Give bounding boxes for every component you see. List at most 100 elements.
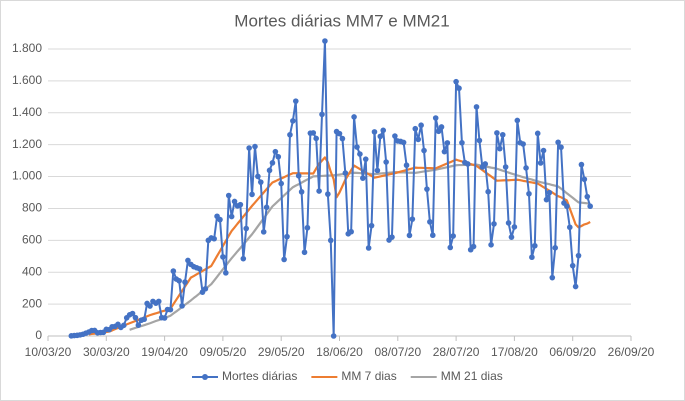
- data-point: [220, 254, 226, 260]
- data-point: [476, 137, 483, 144]
- data-point: [566, 224, 573, 231]
- data-point: [371, 129, 378, 135]
- x-tick-label: 17/08/20: [491, 345, 538, 359]
- data-point: [316, 188, 322, 194]
- data-point: [325, 191, 331, 197]
- data-point: [310, 130, 317, 136]
- data-point: [327, 237, 334, 244]
- data-point: [432, 115, 439, 121]
- data-point: [240, 255, 247, 262]
- data-point: [406, 232, 413, 239]
- data-point: [132, 314, 139, 321]
- data-point: [392, 133, 398, 139]
- data-point: [459, 139, 465, 146]
- data-point: [470, 243, 477, 250]
- data-point: [272, 148, 279, 155]
- y-tick-label: 400: [22, 264, 42, 278]
- data-point: [412, 125, 419, 132]
- data-point: [584, 193, 591, 200]
- data-point: [389, 234, 395, 240]
- data-point: [290, 118, 296, 124]
- data-point: [415, 136, 422, 143]
- data-point: [301, 249, 308, 256]
- x-tick-label: 19/04/20: [141, 345, 188, 359]
- data-point: [211, 235, 217, 242]
- data-point: [313, 135, 319, 142]
- y-tick-label: 1.200: [12, 137, 42, 151]
- data-point: [231, 198, 238, 205]
- data-point: [552, 245, 559, 251]
- data-point: [266, 167, 273, 174]
- data-point: [377, 133, 384, 140]
- data-point: [129, 310, 136, 317]
- data-point: [435, 128, 442, 135]
- data-point: [155, 298, 162, 305]
- data-point: [450, 233, 456, 239]
- data-point: [292, 98, 299, 104]
- data-point: [497, 145, 503, 152]
- data-point: [263, 204, 270, 211]
- data-point: [427, 219, 433, 225]
- data-point: [380, 127, 387, 134]
- data-point: [581, 176, 588, 183]
- x-tick-label: 30/03/20: [83, 345, 130, 359]
- data-point: [543, 196, 550, 203]
- data-point: [246, 145, 252, 151]
- data-point: [409, 216, 416, 222]
- data-point: [514, 117, 521, 124]
- data-point: [348, 228, 354, 235]
- data-point: [505, 220, 512, 226]
- data-point: [167, 306, 174, 313]
- y-tick-label: 1.000: [12, 169, 42, 183]
- data-point: [298, 189, 305, 195]
- data-point: [418, 122, 424, 129]
- x-tick-label: 09/05/20: [200, 345, 247, 359]
- data-point: [473, 104, 480, 110]
- data-point: [537, 160, 544, 166]
- y-tick-label: 1.600: [12, 73, 42, 87]
- data-point: [304, 224, 311, 231]
- x-tick-label: 10/03/20: [25, 345, 72, 359]
- data-point: [330, 333, 337, 339]
- data-point: [456, 85, 462, 92]
- data-point: [360, 175, 366, 181]
- x-tick-label: 06/09/20: [549, 345, 596, 359]
- data-point: [243, 225, 250, 232]
- data-point: [351, 114, 357, 120]
- data-point: [354, 144, 360, 150]
- data-point: [499, 131, 506, 138]
- data-point: [464, 161, 471, 167]
- x-tick-label: 18/06/20: [316, 345, 363, 359]
- data-point: [281, 256, 287, 263]
- data-point: [485, 188, 491, 195]
- data-point: [429, 232, 436, 239]
- data-point: [502, 164, 509, 170]
- data-point: [400, 139, 407, 146]
- data-point: [549, 274, 556, 281]
- y-tick-label: 800: [22, 201, 42, 215]
- data-point: [540, 147, 547, 154]
- data-point: [257, 179, 264, 185]
- data-point: [260, 229, 267, 235]
- x-tick-label: 26/09/20: [608, 345, 655, 359]
- data-point: [342, 170, 349, 176]
- data-point: [196, 266, 203, 272]
- data-point: [508, 234, 515, 240]
- legend-label: Mortes diárias: [222, 369, 297, 383]
- y-tick-label: 1.400: [12, 105, 42, 119]
- data-point: [147, 303, 153, 309]
- data-point: [511, 224, 518, 230]
- data-point: [575, 252, 582, 259]
- data-point: [526, 190, 532, 197]
- data-point: [255, 173, 261, 180]
- y-tick-label: 0: [35, 328, 42, 342]
- data-point: [529, 254, 535, 261]
- data-point: [491, 221, 497, 227]
- data-point: [534, 130, 541, 137]
- data-point: [453, 78, 459, 85]
- data-point: [403, 162, 410, 169]
- data-point: [202, 286, 209, 292]
- data-point: [135, 322, 142, 328]
- data-point: [278, 180, 285, 187]
